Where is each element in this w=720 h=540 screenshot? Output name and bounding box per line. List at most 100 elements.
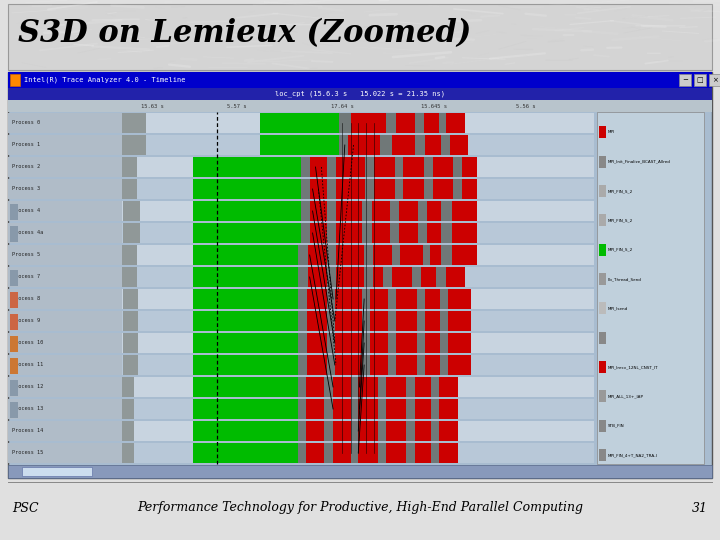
Bar [8, 157, 122, 177]
Bar [333, 443, 351, 463]
Bar [462, 157, 477, 177]
Bar [387, 377, 406, 397]
Bar [387, 289, 396, 309]
Bar [431, 399, 438, 418]
Bar [438, 113, 446, 133]
Bar [8, 201, 122, 221]
Bar [415, 136, 425, 154]
Bar [307, 289, 327, 309]
Bar [418, 201, 427, 221]
Bar [192, 377, 298, 397]
Bar [370, 355, 387, 375]
Bar [598, 185, 606, 197]
Bar [327, 267, 336, 287]
Text: MPI_FIN_4+T_NA2_TRA-I: MPI_FIN_4+T_NA2_TRA-I [608, 453, 657, 457]
Bar [450, 136, 468, 154]
Text: Process 8: Process 8 [12, 296, 40, 301]
Bar [8, 333, 594, 353]
Bar [8, 245, 122, 265]
Bar [335, 289, 362, 309]
Bar [10, 380, 18, 396]
Bar [8, 113, 122, 133]
Bar [425, 136, 441, 154]
Bar [395, 179, 403, 199]
Bar [433, 157, 453, 177]
Bar [333, 399, 351, 418]
Bar [192, 443, 298, 463]
Bar [425, 289, 440, 309]
Text: Process 1: Process 1 [12, 143, 40, 147]
Bar [351, 443, 359, 463]
Bar [383, 267, 392, 287]
Bar [392, 267, 412, 287]
Bar [8, 179, 122, 199]
Bar [122, 179, 137, 199]
Text: Process 7: Process 7 [12, 274, 40, 280]
Bar [452, 245, 477, 265]
Bar [122, 245, 137, 265]
Bar [598, 214, 606, 226]
Text: MPI: MPI [608, 131, 615, 134]
Bar [372, 201, 390, 221]
Bar [423, 245, 430, 265]
Bar [449, 355, 471, 375]
Text: Process 4: Process 4 [12, 208, 40, 213]
Bar [424, 179, 433, 199]
Bar [8, 377, 594, 397]
Bar [359, 377, 378, 397]
Bar [298, 267, 308, 287]
Bar [123, 312, 138, 330]
Bar [362, 224, 372, 242]
Bar [427, 224, 441, 242]
Bar [324, 443, 333, 463]
Bar [370, 312, 387, 330]
Bar [22, 467, 92, 476]
Bar [10, 292, 18, 308]
Bar [598, 332, 606, 344]
Text: 31: 31 [692, 502, 708, 515]
Bar [446, 267, 465, 287]
Bar [8, 421, 594, 441]
Bar [364, 267, 373, 287]
Bar [333, 377, 351, 397]
Bar [598, 126, 606, 138]
Text: lib_Thread_Send: lib_Thread_Send [608, 277, 642, 281]
Bar [10, 74, 20, 86]
Bar [438, 377, 458, 397]
Bar [260, 113, 339, 133]
Bar [387, 312, 396, 330]
Bar [378, 421, 387, 441]
Bar [362, 312, 370, 330]
Bar [123, 333, 138, 353]
Bar [359, 399, 378, 418]
Bar [8, 289, 594, 309]
Bar [440, 289, 449, 309]
Text: MPI_ALL_13+_IAP: MPI_ALL_13+_IAP [608, 394, 644, 399]
Bar [438, 421, 458, 441]
Bar [8, 4, 712, 70]
Bar [431, 377, 438, 397]
Bar [10, 336, 18, 352]
Bar [453, 157, 462, 177]
Bar [390, 201, 400, 221]
Bar [370, 333, 387, 353]
Bar [387, 355, 396, 375]
Bar [8, 312, 122, 330]
Bar [417, 312, 425, 330]
Text: 5.56 s: 5.56 s [516, 104, 535, 109]
Text: 17.64 s: 17.64 s [331, 104, 354, 109]
Text: Process 12: Process 12 [12, 384, 43, 389]
Bar [351, 399, 359, 418]
Bar [336, 245, 364, 265]
Bar [301, 157, 310, 177]
Text: MPI_FIN_S_2: MPI_FIN_S_2 [608, 248, 633, 252]
Bar [387, 421, 406, 441]
Bar [396, 355, 417, 375]
Bar [8, 312, 594, 330]
Bar [441, 224, 452, 242]
Bar [417, 355, 425, 375]
Bar [122, 267, 137, 287]
Bar [598, 244, 606, 256]
Bar [372, 224, 390, 242]
Bar [396, 289, 417, 309]
